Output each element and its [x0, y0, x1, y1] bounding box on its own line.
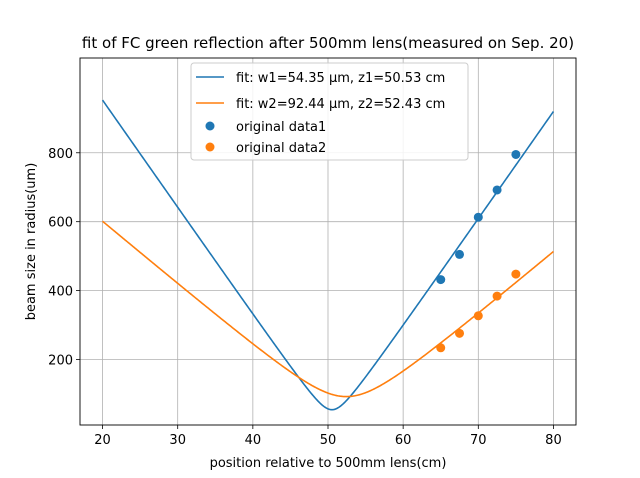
data-point-1	[436, 275, 445, 284]
x-axis-label: position relative to 500mm lens(cm)	[210, 456, 447, 471]
data-point-1	[511, 150, 520, 159]
y-tick-label: 200	[48, 354, 73, 369]
data-point-2	[511, 270, 520, 279]
legend-label: original data2	[236, 141, 326, 156]
legend-dot-swatch	[206, 122, 215, 131]
data-point-1	[474, 213, 483, 222]
x-tick-label: 20	[94, 433, 111, 448]
data-point-2	[474, 311, 483, 320]
x-tick-label: 50	[320, 433, 337, 448]
x-tick-label: 60	[395, 433, 412, 448]
data-point-2	[436, 343, 445, 352]
y-axis-label: beam size in radius(um)	[24, 163, 39, 321]
x-tick-label: 70	[470, 433, 487, 448]
y-tick-label: 800	[48, 147, 73, 162]
chart-title: fit of FC green reflection after 500mm l…	[82, 34, 574, 52]
legend-label: fit: w1=54.35 μm, z1=50.53 cm	[236, 71, 445, 86]
legend: fit: w1=54.35 μm, z1=50.53 cm fit: w2=92.…	[191, 63, 468, 160]
x-tick-label: 40	[245, 433, 262, 448]
x-tick-label: 30	[169, 433, 186, 448]
legend-dot-swatch	[206, 143, 215, 152]
x-tick-label: 80	[545, 433, 562, 448]
data-point-1	[493, 185, 502, 194]
y-tick-label: 600	[48, 216, 73, 231]
data-point-2	[455, 329, 464, 338]
data-point-1	[455, 250, 464, 259]
y-tick-label: 400	[48, 285, 73, 300]
legend-label: original data1	[236, 120, 326, 135]
chart: 20 30 40 50 60 70 80 200 400 600 800 fit of FC gre…	[0, 0, 640, 478]
data-point-2	[493, 292, 502, 301]
legend-label: fit: w2=92.44 μm, z2=52.43 cm	[236, 97, 445, 112]
